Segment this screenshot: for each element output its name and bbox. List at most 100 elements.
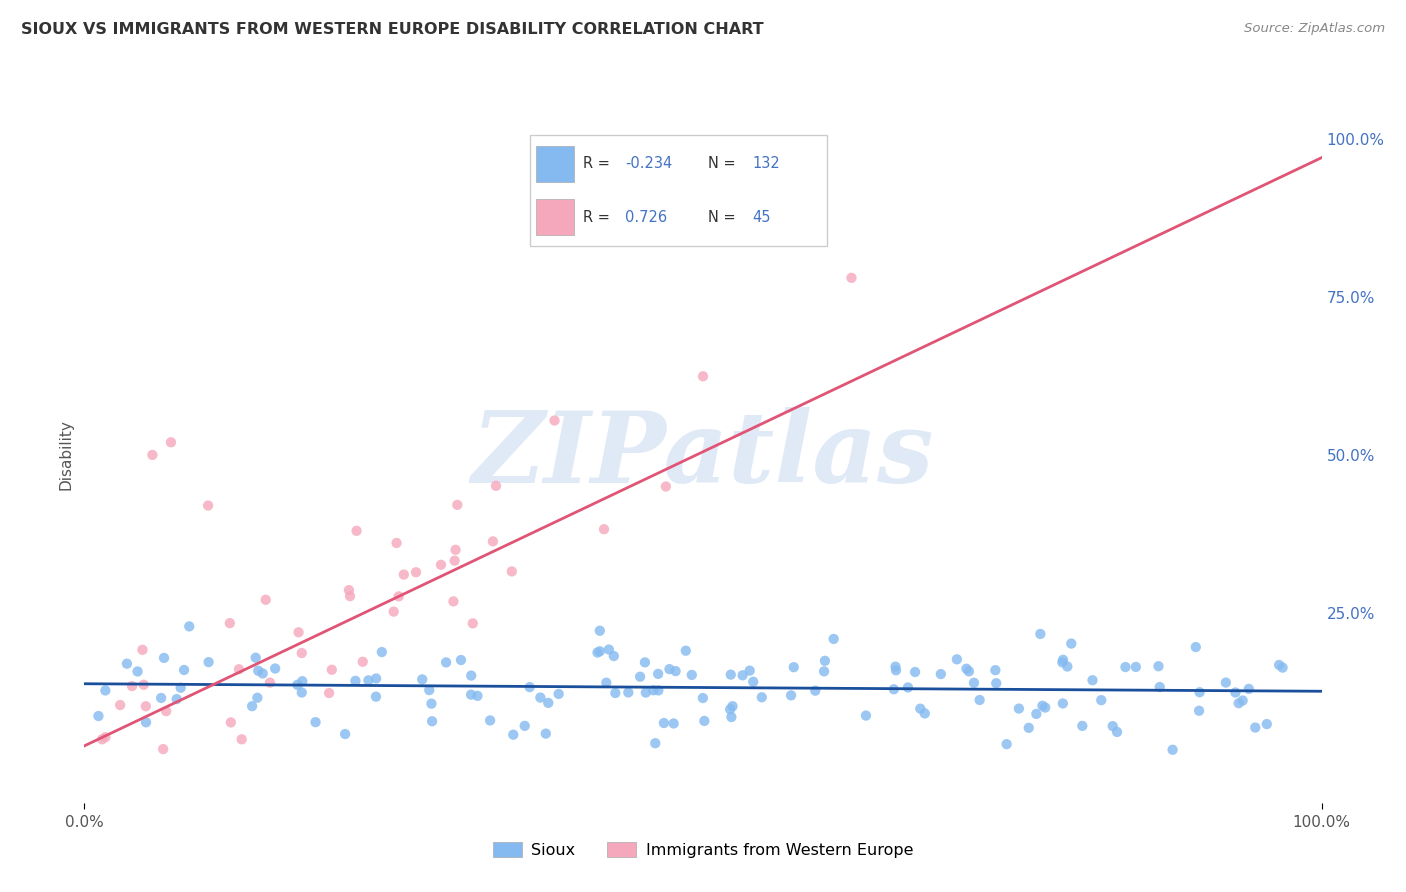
Point (823, 632, 845, 646)
Point (841, 270, 863, 285)
Point (446, 498, 468, 512)
Point (804, 683, 827, 698)
Point (675, 644, 697, 658)
Text: R =: R = (583, 210, 614, 225)
Text: 132: 132 (752, 156, 780, 171)
Point (131, 642, 153, 657)
Point (291, 685, 314, 699)
Point (1052, 653, 1074, 667)
Point (692, 369, 714, 384)
Point (1188, 685, 1211, 699)
Point (643, 683, 665, 698)
Point (720, 710, 742, 724)
Point (589, 644, 612, 658)
Point (127, 665, 149, 679)
Point (108, 698, 131, 712)
Point (665, 664, 688, 678)
Point (783, 660, 806, 674)
Point (904, 665, 927, 679)
Text: 45: 45 (752, 210, 770, 225)
Point (228, 662, 250, 676)
Point (589, 624, 612, 638)
Point (94, 730, 117, 744)
Point (884, 659, 907, 673)
Point (1025, 706, 1047, 721)
Point (1227, 696, 1250, 710)
Point (692, 691, 714, 706)
Text: Source: ZipAtlas.com: Source: ZipAtlas.com (1244, 22, 1385, 36)
Point (593, 522, 616, 536)
Point (450, 653, 472, 667)
Point (1188, 704, 1211, 718)
Point (910, 701, 932, 715)
Point (720, 667, 742, 681)
Point (693, 714, 716, 728)
Point (346, 524, 368, 538)
Point (352, 655, 374, 669)
Point (1149, 680, 1171, 694)
Point (617, 685, 640, 699)
Point (1052, 656, 1074, 670)
Point (742, 674, 765, 689)
Point (291, 646, 314, 660)
Point (914, 706, 936, 721)
Point (586, 646, 609, 660)
Point (392, 567, 415, 582)
Point (152, 742, 174, 756)
Point (252, 666, 274, 681)
FancyBboxPatch shape (536, 146, 574, 182)
Point (344, 673, 367, 688)
Point (197, 499, 219, 513)
FancyBboxPatch shape (530, 135, 827, 246)
Point (529, 690, 551, 705)
Point (231, 732, 253, 747)
Point (420, 714, 443, 729)
Point (321, 663, 343, 677)
Point (153, 651, 176, 665)
Point (1244, 721, 1267, 735)
Point (366, 672, 388, 686)
Point (1271, 660, 1294, 674)
Point (155, 704, 177, 718)
Point (411, 673, 433, 687)
Point (1101, 719, 1123, 733)
Point (547, 687, 569, 701)
Point (813, 665, 835, 679)
Point (197, 655, 219, 669)
Point (482, 534, 505, 549)
Point (240, 699, 263, 714)
Point (1114, 660, 1136, 674)
Text: 0.726: 0.726 (624, 210, 666, 225)
Point (287, 678, 309, 692)
Point (460, 688, 482, 702)
Point (1256, 717, 1278, 731)
Point (969, 693, 991, 707)
Point (339, 589, 361, 603)
Point (485, 479, 508, 493)
Point (1225, 685, 1247, 699)
FancyBboxPatch shape (536, 200, 574, 235)
Text: SIOUX VS IMMIGRANTS FROM WESTERN EUROPE DISABILITY CORRELATION CHART: SIOUX VS IMMIGRANTS FROM WESTERN EUROPE … (21, 22, 763, 37)
Point (264, 661, 287, 675)
Point (681, 668, 703, 682)
Point (537, 696, 560, 710)
Point (1056, 659, 1078, 673)
Point (179, 619, 201, 633)
Text: N =: N = (709, 210, 740, 225)
Point (655, 479, 678, 493)
Point (658, 662, 681, 676)
Point (87, 709, 110, 723)
Point (150, 690, 173, 705)
Point (219, 715, 242, 730)
Point (135, 699, 157, 714)
Legend: Sioux, Immigrants from Western Europe: Sioux, Immigrants from Western Europe (486, 836, 920, 864)
Point (652, 716, 675, 731)
Point (634, 685, 657, 699)
Point (751, 690, 773, 705)
Point (995, 737, 1018, 751)
Point (986, 676, 1008, 690)
Point (420, 697, 443, 711)
Point (166, 692, 188, 706)
Point (461, 616, 484, 631)
Point (605, 686, 627, 700)
